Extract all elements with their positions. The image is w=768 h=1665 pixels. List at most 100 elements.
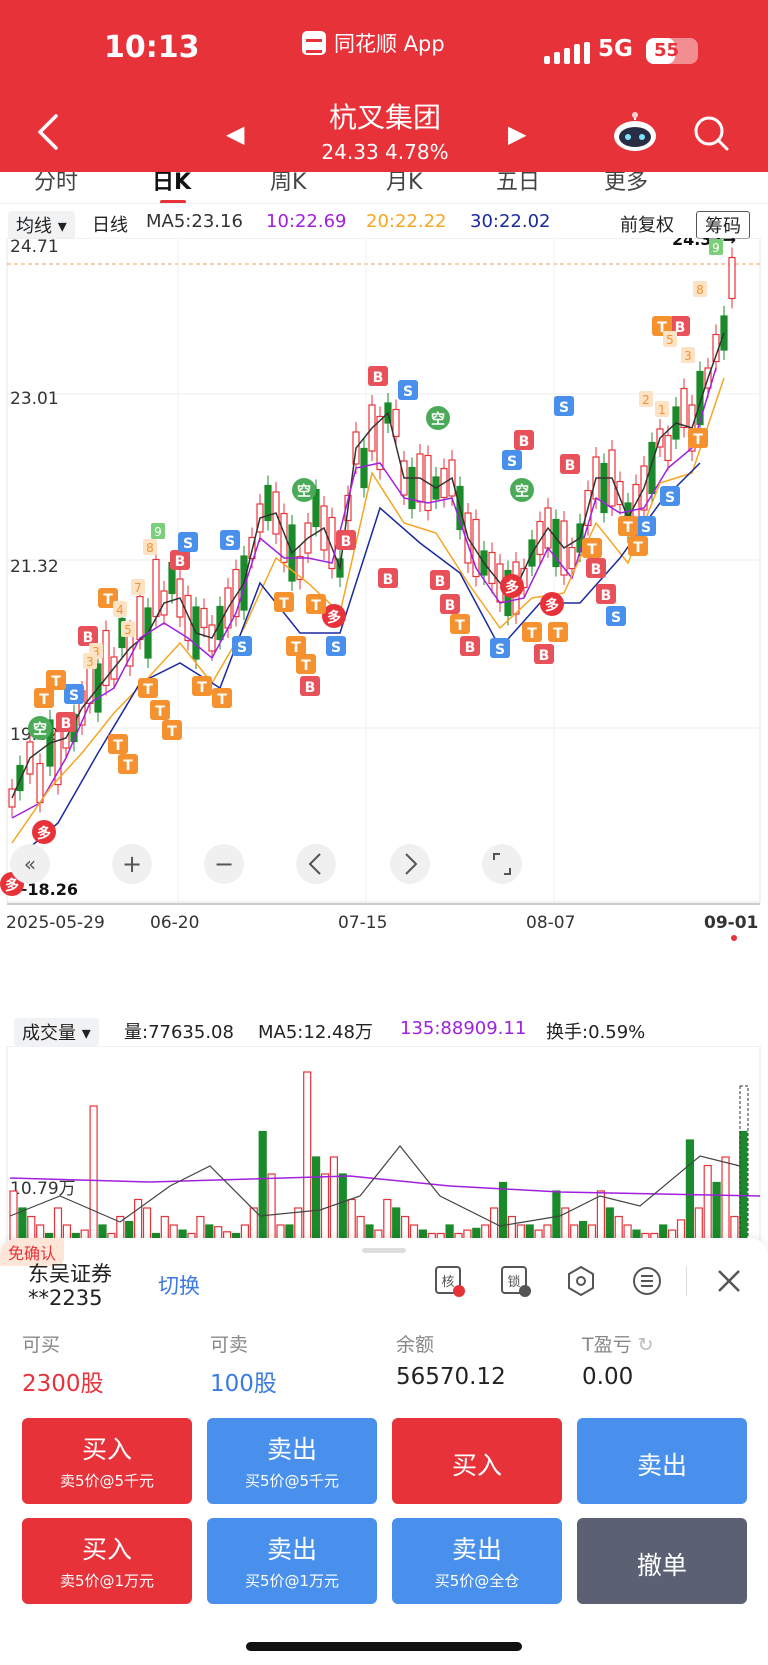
volume-bar	[667, 1229, 677, 1242]
volume-bar	[294, 1207, 303, 1242]
sell-button[interactable]: 卖出	[577, 1418, 747, 1504]
ma10-line	[11, 367, 717, 819]
back-icon[interactable]	[32, 112, 66, 152]
volume-bar	[587, 1224, 597, 1242]
close-icon[interactable]	[712, 1264, 746, 1298]
buyable-label: 可买	[22, 1334, 61, 1356]
volume-bar	[623, 1224, 632, 1242]
candle-body	[328, 516, 336, 570]
sell-10k-button[interactable]: 卖出 买5价@1万元	[207, 1518, 377, 1604]
svg-text:核: 核	[441, 1275, 454, 1290]
t-marker-bg	[582, 538, 602, 558]
duo-marker-bg	[540, 592, 564, 616]
buy-button[interactable]: 买入	[392, 1418, 562, 1504]
indicator-dropdown[interactable]: 均线 ▾	[8, 211, 75, 239]
tab-weekly[interactable]: 周K	[270, 172, 307, 195]
count-marker: 5	[124, 623, 132, 637]
volume-bar	[267, 1173, 276, 1242]
volume-bar	[107, 1232, 116, 1242]
menu-list-icon[interactable]	[630, 1264, 664, 1298]
kong-marker-bg	[292, 478, 316, 502]
cancel-order-button[interactable]: 撤单	[577, 1518, 747, 1604]
double-left-icon: «	[24, 852, 36, 876]
tab-more[interactable]: 更多	[604, 172, 649, 195]
sell-marker-bg	[554, 396, 574, 416]
tab-fenshi[interactable]: 分时	[34, 172, 79, 195]
count-marker: 2	[642, 393, 650, 407]
t-marker: T	[657, 320, 667, 336]
scroll-left-button[interactable]	[296, 844, 336, 884]
drag-handle[interactable]	[362, 1248, 406, 1253]
buy-10k-button[interactable]: 买入 卖5价@1万元	[22, 1518, 192, 1604]
volume-bar	[329, 1156, 338, 1242]
volume-bar	[98, 1224, 107, 1242]
volume-bar	[730, 1215, 739, 1242]
t-marker: T	[623, 520, 633, 536]
buy-marker-bg	[586, 558, 606, 578]
t-marker-bg	[450, 614, 470, 634]
next-stock-icon[interactable]: ▶	[508, 120, 527, 148]
volume-dropdown[interactable]: 成交量 ▾	[14, 1018, 99, 1046]
duo-marker-bg	[500, 574, 524, 598]
t-marker: T	[217, 692, 227, 708]
chart-controls: « + −	[10, 844, 522, 884]
lock-icon[interactable]: 锁	[498, 1264, 532, 1298]
chips-button[interactable]: 筹码	[696, 211, 750, 239]
adjust-label[interactable]: 前复权	[620, 215, 674, 236]
sell-marker: S	[69, 688, 79, 704]
buy-marker-bg	[460, 636, 480, 656]
scroll-right-button[interactable]	[390, 844, 430, 884]
buy-marker: B	[675, 320, 686, 336]
t-marker: T	[291, 640, 301, 656]
volume-bar	[659, 1224, 668, 1242]
sell-marker: S	[559, 400, 569, 416]
tab-five-day[interactable]: 五日	[496, 172, 541, 195]
buy-5k-button[interactable]: 买入 卖5价@5千元	[22, 1418, 192, 1504]
chevron-left-icon	[308, 853, 321, 875]
count-marker: 3	[92, 645, 100, 659]
buy-marker-bg	[440, 594, 460, 614]
t-marker: T	[39, 692, 49, 708]
kong-marker: 空	[33, 721, 47, 738]
tab-daily[interactable]: 日K	[152, 172, 192, 195]
volume-bar	[160, 1215, 169, 1242]
sell-marker-bg	[398, 380, 418, 400]
search-icon[interactable]	[692, 114, 730, 152]
verify-icon[interactable]: 核	[432, 1264, 466, 1298]
volume-bar	[27, 1215, 36, 1242]
t-marker-bg	[138, 678, 158, 698]
sell-marker-bg	[606, 606, 626, 626]
volume-bar	[721, 1156, 730, 1242]
volume-chart[interactable]: 10.79万	[0, 1046, 768, 1242]
buy-marker-bg	[300, 676, 320, 696]
count-marker-bg	[143, 539, 157, 555]
buy-marker: B	[341, 534, 352, 550]
sell-all-button[interactable]: 卖出 买5价@全仓	[392, 1518, 562, 1604]
zoom-out-button[interactable]	[204, 844, 244, 884]
t-marker: T	[155, 704, 165, 720]
zoom-in-button[interactable]	[112, 844, 152, 884]
settings-hex-icon[interactable]	[564, 1264, 598, 1298]
volume-bar	[570, 1224, 579, 1242]
home-indicator	[246, 1642, 522, 1651]
kong-marker: 空	[297, 483, 311, 500]
assistant-robot-icon[interactable]	[612, 112, 658, 152]
volume-bar	[365, 1224, 374, 1242]
prev-stock-icon[interactable]: ◀	[226, 120, 245, 148]
volume-bar	[436, 1232, 445, 1242]
t-marker: T	[527, 626, 537, 642]
current-volume-bar	[739, 1085, 749, 1242]
fullscreen-button[interactable]	[482, 844, 522, 884]
count-marker-bg	[151, 523, 165, 539]
sell-5k-button[interactable]: 卖出 买5价@5千元	[207, 1418, 377, 1504]
volume-bar	[392, 1207, 401, 1242]
t-marker: T	[197, 680, 207, 696]
zoom-collapse-button[interactable]	[10, 844, 50, 884]
app-badge: 同花顺 App	[302, 28, 445, 58]
switch-account-link[interactable]: 切换	[158, 1274, 200, 1298]
sell-marker-bg	[232, 636, 252, 656]
tab-monthly[interactable]: 月K	[386, 172, 423, 195]
volume-bar	[9, 1190, 18, 1242]
duo-marker: 多	[327, 609, 341, 626]
